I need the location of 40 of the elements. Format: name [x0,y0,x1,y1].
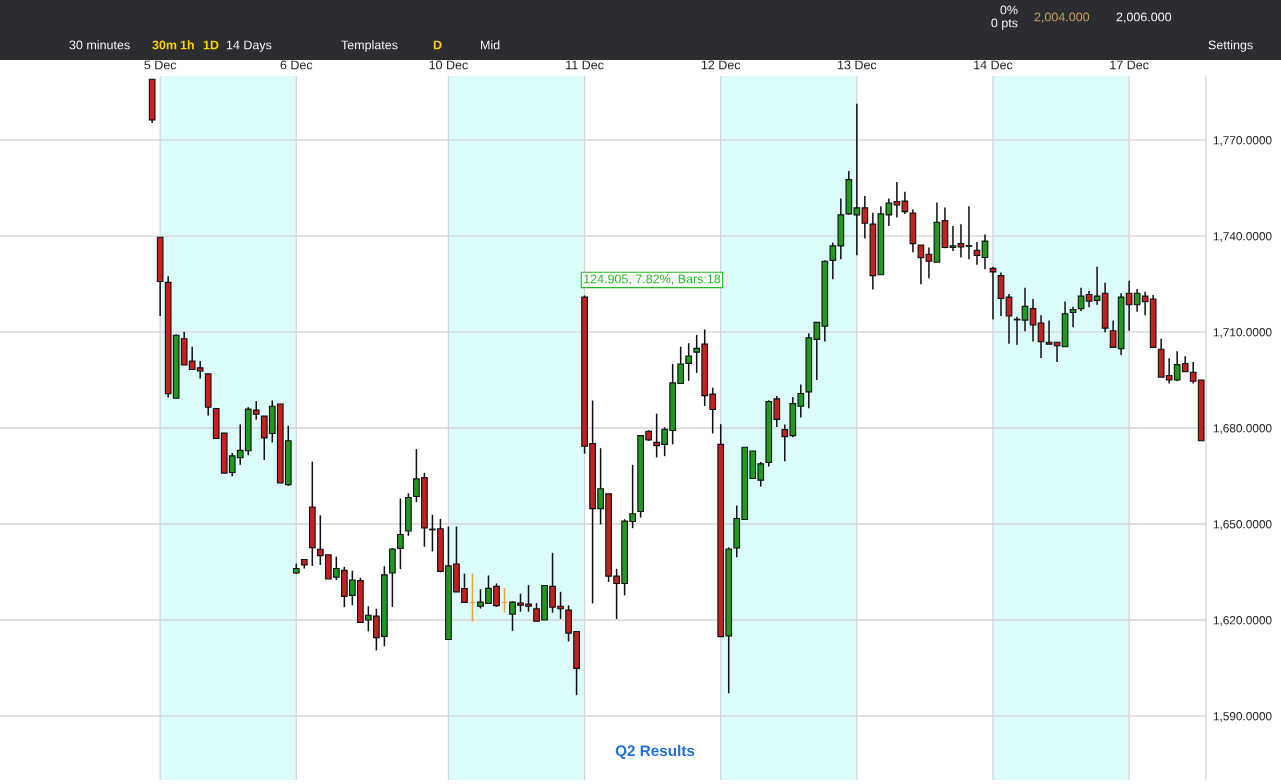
candlestick [1069,305,1077,328]
candlestick [957,223,965,259]
annotation: Q2 Results [615,744,695,759]
text: Mid [481,40,500,50]
x-tick-label: 17 Dec [1110,60,1149,70]
text: 1D [203,40,219,50]
text: D [433,40,442,50]
text: 0 pts [991,18,1018,30]
candlestick [981,233,989,271]
y-tick-label: 1,650.0000 [1213,520,1272,530]
candlestick [1029,298,1037,343]
text: 0% [1000,5,1018,15]
text: Templates [341,40,398,52]
candlestick [965,205,973,261]
x-tick-label: 12 Dec [701,60,741,70]
x-tick-label: 14 Dec [974,60,1013,70]
text: 2,004.000 [1034,12,1090,23]
x-tick-label: 6 Dec [280,60,313,70]
y-tick-label: 1,770.0000 [1213,136,1272,146]
candlestick [1045,319,1053,345]
annotation: 124.905, 7.82%, Bars:18 [584,274,721,285]
x-tick-label: 5 Dec [144,60,177,70]
x-tick-label: 11 Dec [566,60,604,70]
y-tick-label: 1,680.0000 [1213,424,1272,434]
x-tick-label: 10 Dec [429,60,468,70]
candlestick [1005,293,1013,345]
y-tick-label: 1,740.0000 [1213,232,1272,242]
text: 30m [152,40,177,50]
y-tick-label: 1,620.0000 [1213,616,1272,626]
text: 14 Days [226,40,272,52]
x-tick-label: 13 Dec [838,60,877,70]
y-tick-label: 1,590.0000 [1213,712,1272,722]
text: Settings [1208,40,1253,52]
text: 2,006.000 [1116,12,1172,23]
candlestick [1021,287,1029,333]
text: 1h [180,40,194,50]
candlestick [1037,314,1045,359]
candlestick [997,271,1005,317]
text: 30 minutes [69,40,130,50]
y-tick-label: 1,710.0000 [1213,328,1272,338]
